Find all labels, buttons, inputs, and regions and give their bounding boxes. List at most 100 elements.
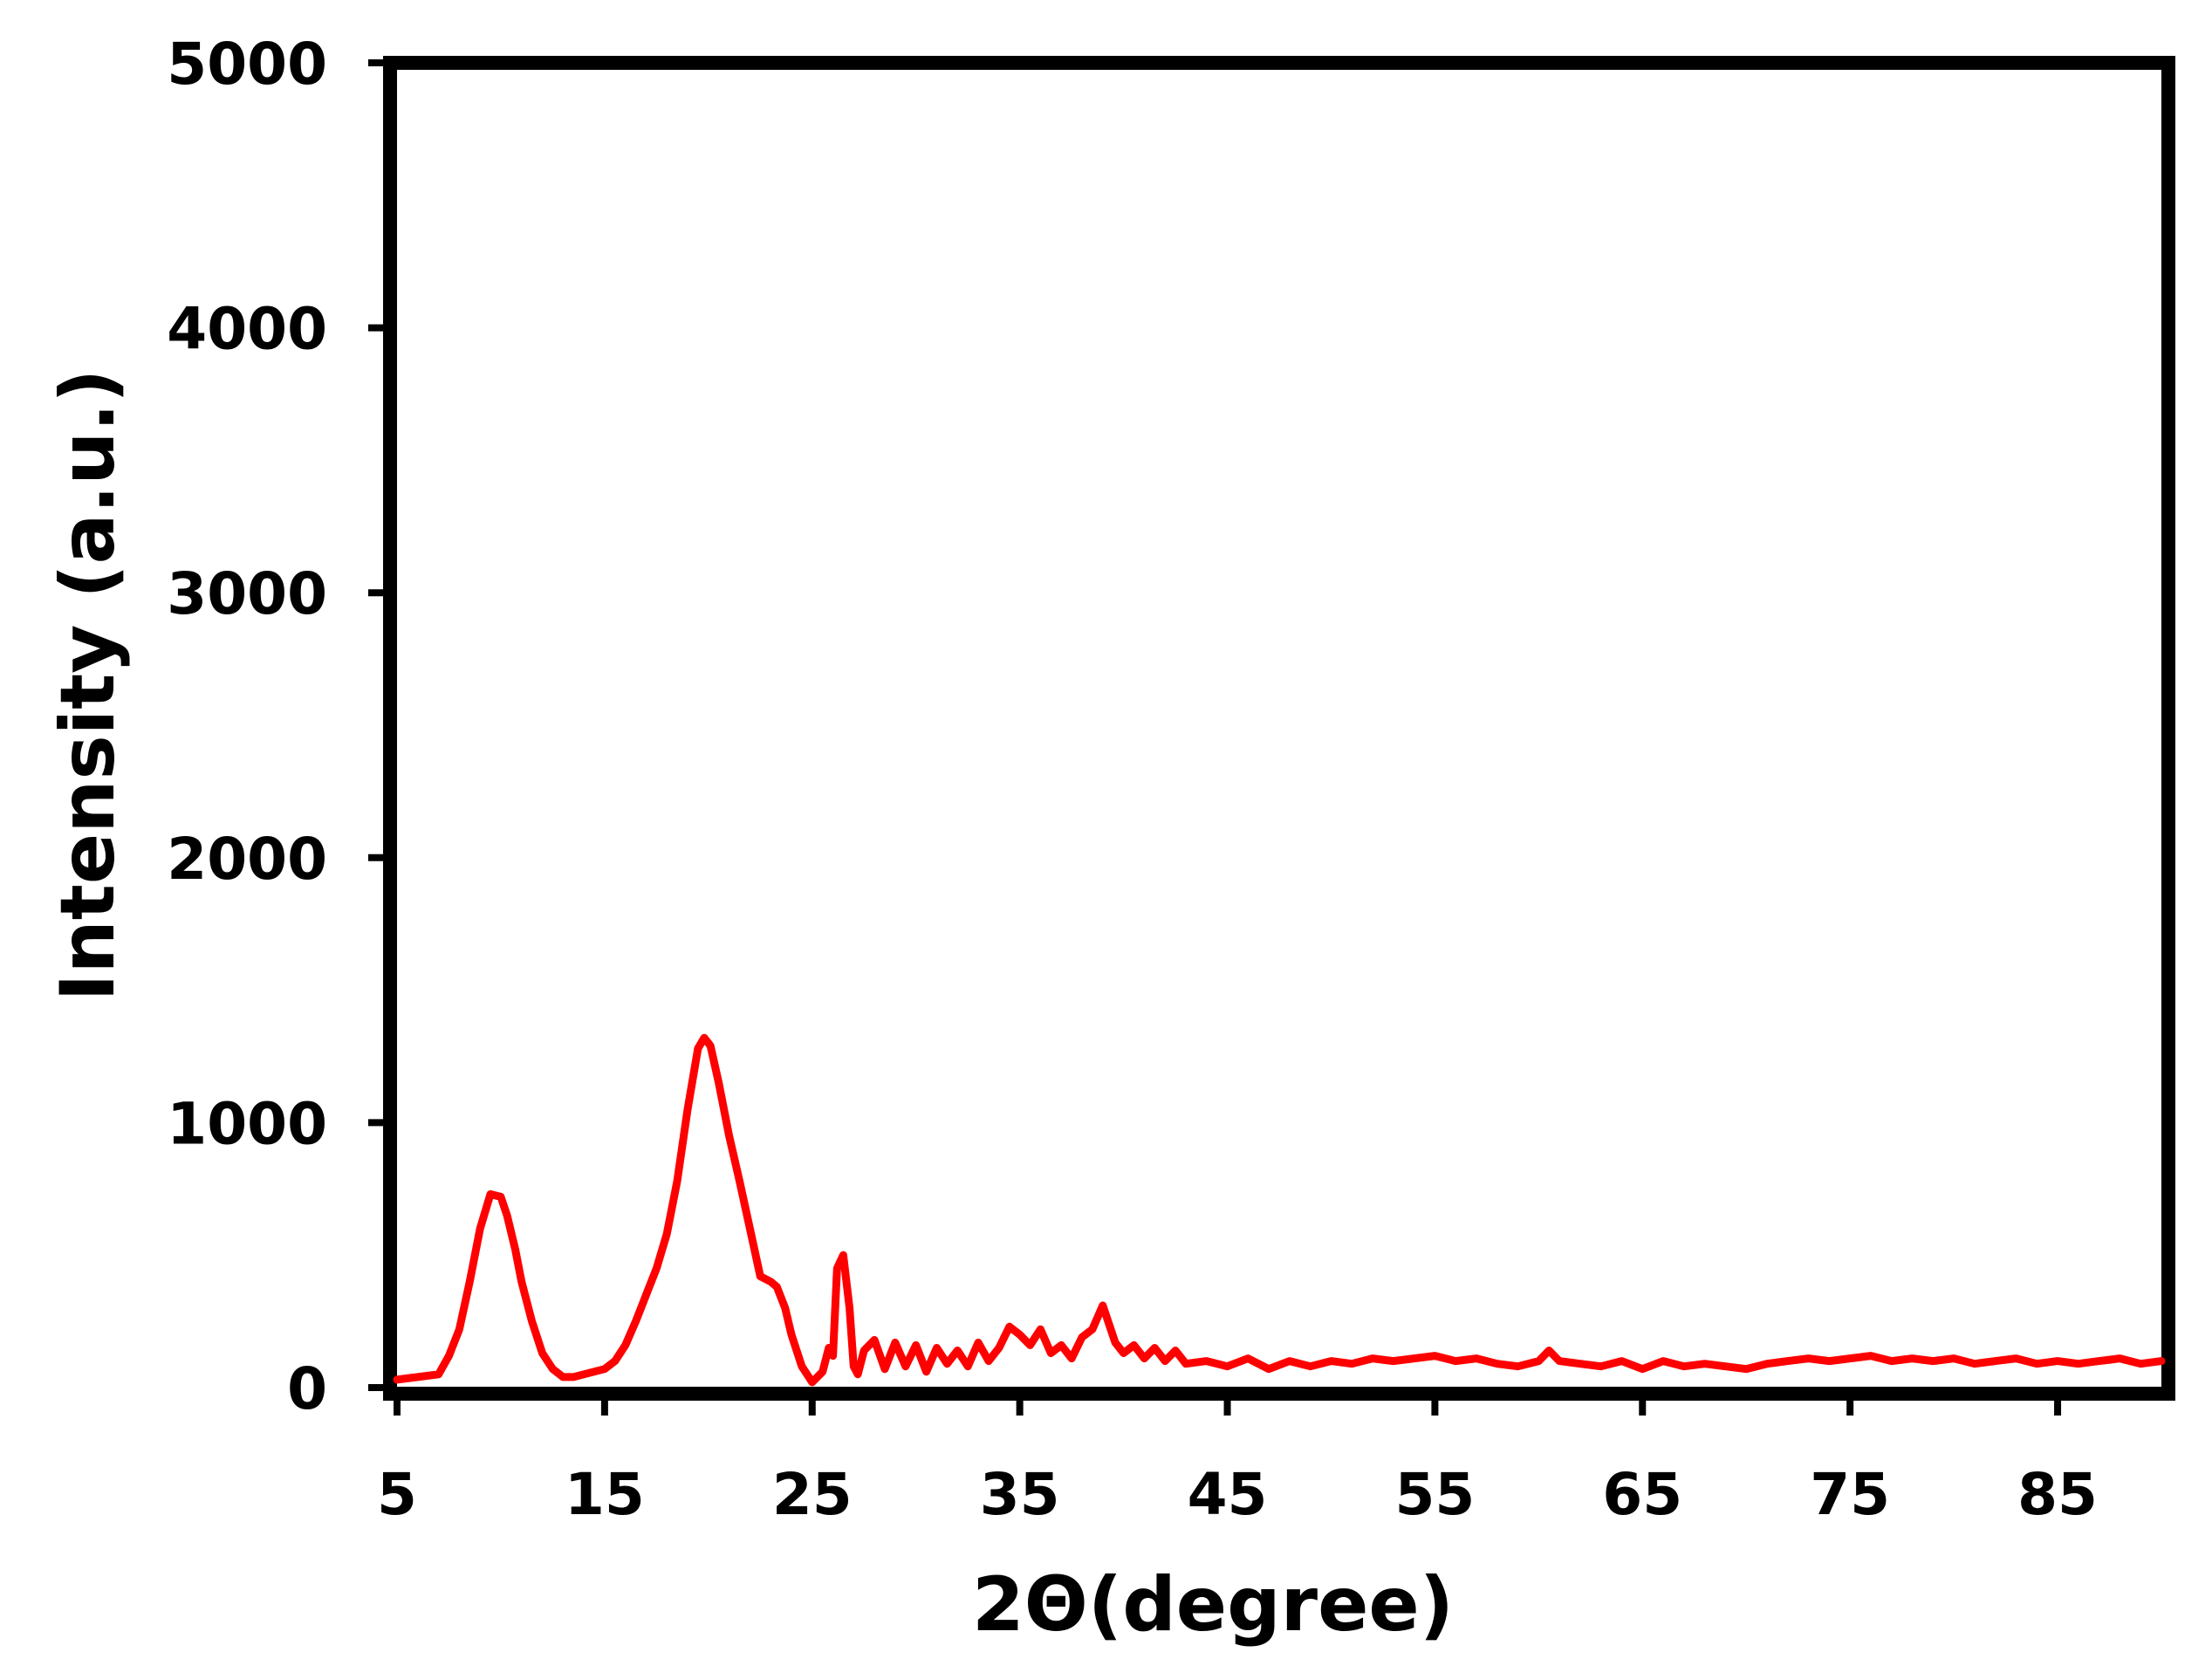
data-point [1120,1350,1127,1356]
x-tick-label: 65 [1602,1461,1682,1528]
data-point [664,1231,670,1237]
y-tick-labels: 0 1000 2000 3000 4000 5000 [167,31,327,1422]
data-point [497,1194,503,1200]
data-point [1847,1355,1853,1361]
data-point [1058,1342,1065,1348]
data-point [2138,1361,2144,1367]
data-point [1411,1355,1417,1361]
data-point [726,1133,732,1139]
data-point [1183,1361,1188,1367]
data-point [1909,1355,1915,1361]
data-point [477,1225,483,1231]
data-point [467,1279,473,1285]
data-point [1971,1361,1977,1367]
data-point [1089,1327,1095,1333]
data-point [996,1345,1002,1351]
data-point [1681,1363,1687,1369]
data-point [2055,1358,2061,1364]
data-point [1557,1358,1563,1364]
data-point [1826,1358,1832,1364]
data-point [2159,1358,2164,1364]
data-point [571,1374,577,1380]
data-point [1027,1342,1033,1348]
data-point [1173,1347,1179,1354]
y-tick-label: 4000 [167,296,327,363]
data-point [1286,1358,1292,1364]
data-point [1203,1358,1209,1364]
x-tick-label: 25 [772,1461,853,1528]
data-point [1349,1361,1355,1367]
data-point [512,1247,518,1253]
data-point [1432,1353,1438,1359]
data-point [1006,1324,1012,1330]
x-tick-label: 75 [1810,1461,1890,1528]
data-point [1079,1334,1085,1340]
data-point [944,1361,950,1367]
data-point [846,1305,853,1311]
data-point [976,1340,982,1346]
x-tick-label: 85 [2017,1461,2098,1528]
data-point [695,1045,701,1052]
data-point [1453,1358,1459,1364]
data-point [1106,1321,1112,1327]
data-point [2117,1355,2123,1361]
data-point [1152,1345,1158,1351]
data-point [986,1358,991,1364]
x-tick-label: 35 [980,1461,1060,1528]
data-point [757,1273,764,1279]
data-point [1764,1361,1770,1367]
data-point [504,1212,510,1218]
data-point [456,1327,462,1333]
data-point [1743,1366,1750,1372]
data-point [736,1178,743,1184]
y-tick-label: 1000 [167,1090,327,1157]
data-point [1805,1355,1811,1361]
y-tick-label: 0 [287,1355,327,1422]
data-point [1099,1302,1106,1308]
data-point [488,1191,493,1197]
data-point [1113,1340,1119,1346]
data-point [675,1178,681,1184]
data-point [702,1035,708,1041]
data-point [1141,1355,1147,1361]
x-tick-labels: 5 15 25 35 45 55 65 75 85 [377,1461,2098,1528]
data-point [1390,1358,1396,1364]
data-point [819,1368,825,1375]
data-point [1474,1355,1479,1361]
data-point [934,1345,940,1351]
data-point [774,1284,780,1290]
data-point [518,1279,524,1285]
data-point [1992,1358,1998,1364]
x-tick-label: 15 [565,1461,645,1528]
data-point [446,1353,452,1359]
data-point [539,1350,545,1356]
data-point [892,1340,898,1346]
data-point [560,1374,566,1380]
data-point [1038,1327,1044,1333]
data-point [435,1371,442,1377]
y-tick-label: 5000 [167,31,327,98]
y-tick-label: 3000 [167,560,327,627]
data-point [2075,1361,2081,1367]
x-tick-label: 55 [1394,1461,1475,1528]
x-tick-marks [394,1394,2062,1416]
data-point [2096,1358,2102,1364]
x-tick-label: 45 [1188,1461,1268,1528]
data-point [955,1347,961,1354]
data-point [1494,1361,1500,1367]
data-point [550,1366,556,1372]
data-point [1307,1363,1313,1369]
data-point [654,1265,660,1272]
series-points [394,1035,2164,1385]
data-point [601,1366,607,1372]
data-point [622,1342,628,1348]
data-point [1930,1358,1936,1364]
data-point [1162,1358,1168,1364]
data-point [414,1374,421,1380]
x-axis-title: 2Θ(degree) [972,1561,1454,1649]
data-point [1546,1347,1552,1354]
data-point [830,1353,836,1359]
data-point [1224,1363,1230,1369]
